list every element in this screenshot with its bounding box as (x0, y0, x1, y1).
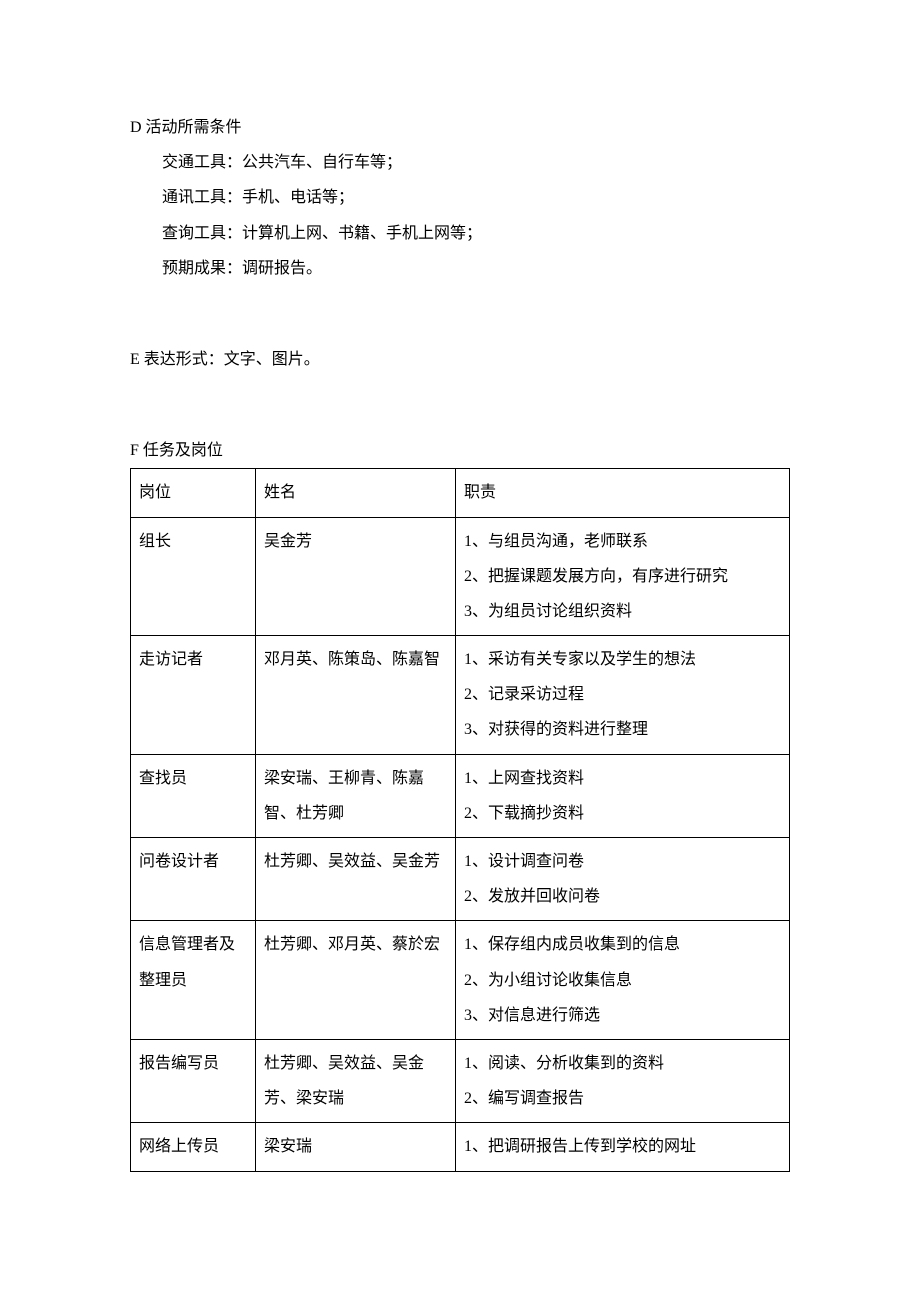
table-row: 走访记者 邓月英、陈策岛、陈嘉智 1、采访有关专家以及学生的想法2、记录采访过程… (131, 636, 790, 755)
document-page: D 活动所需条件 交通工具：公共汽车、自行车等； 通讯工具：手机、电话等； 查询… (0, 0, 920, 1302)
cell-names: 梁安瑞 (256, 1123, 456, 1171)
spacer (130, 314, 790, 342)
cell-names: 杜芳卿、邓月英、蔡於宏 (256, 921, 456, 1040)
table-header-row: 岗位 姓名 职责 (131, 469, 790, 517)
table-row: 组长 吴金芳 1、与组员沟通，老师联系2、把握课题发展方向，有序进行研究3、为组… (131, 517, 790, 636)
table-row: 问卷设计者 杜芳卿、吴效益、吴金芳 1、设计调查问卷2、发放并回收问卷 (131, 838, 790, 921)
section-d-item-1: 通讯工具：手机、电话等； (130, 180, 790, 215)
table-row: 信息管理者及整理员 杜芳卿、邓月英、蔡於宏 1、保存组内成员收集到的信息2、为小… (131, 921, 790, 1040)
cell-position: 组长 (131, 517, 256, 636)
section-d-title: D 活动所需条件 (130, 110, 790, 145)
cell-names: 梁安瑞、王柳青、陈嘉智、杜芳卿 (256, 754, 456, 837)
cell-position: 网络上传员 (131, 1123, 256, 1171)
cell-position: 查找员 (131, 754, 256, 837)
section-d-item-0: 交通工具：公共汽车、自行车等； (130, 145, 790, 180)
cell-duties: 1、采访有关专家以及学生的想法2、记录采访过程3、对获得的资料进行整理 (456, 636, 790, 755)
section-d: D 活动所需条件 交通工具：公共汽车、自行车等； 通讯工具：手机、电话等； 查询… (130, 110, 790, 286)
cell-duties: 1、阅读、分析收集到的资料2、编写调查报告 (456, 1039, 790, 1122)
cell-names: 杜芳卿、吴效益、吴金芳、梁安瑞 (256, 1039, 456, 1122)
table-row: 报告编写员 杜芳卿、吴效益、吴金芳、梁安瑞 1、阅读、分析收集到的资料2、编写调… (131, 1039, 790, 1122)
header-duty: 职责 (456, 469, 790, 517)
roles-table: 岗位 姓名 职责 组长 吴金芳 1、与组员沟通，老师联系2、把握课题发展方向，有… (130, 468, 790, 1171)
section-e: E 表达形式：文字、图片。 (130, 342, 790, 377)
section-e-title: E 表达形式：文字、图片。 (130, 342, 790, 377)
table-row: 查找员 梁安瑞、王柳青、陈嘉智、杜芳卿 1、上网查找资料2、下载摘抄资料 (131, 754, 790, 837)
section-f-title: F 任务及岗位 (130, 433, 790, 468)
header-name: 姓名 (256, 469, 456, 517)
cell-names: 邓月英、陈策岛、陈嘉智 (256, 636, 456, 755)
cell-position: 信息管理者及整理员 (131, 921, 256, 1040)
cell-names: 吴金芳 (256, 517, 456, 636)
cell-position: 走访记者 (131, 636, 256, 755)
cell-duties: 1、上网查找资料2、下载摘抄资料 (456, 754, 790, 837)
cell-position: 报告编写员 (131, 1039, 256, 1122)
cell-duties: 1、保存组内成员收集到的信息2、为小组讨论收集信息3、对信息进行筛选 (456, 921, 790, 1040)
cell-duties: 1、设计调查问卷2、发放并回收问卷 (456, 838, 790, 921)
cell-duties: 1、把调研报告上传到学校的网址 (456, 1123, 790, 1171)
section-d-item-3: 预期成果：调研报告。 (130, 251, 790, 286)
header-position: 岗位 (131, 469, 256, 517)
table-row: 网络上传员 梁安瑞 1、把调研报告上传到学校的网址 (131, 1123, 790, 1171)
spacer (130, 405, 790, 433)
section-d-item-2: 查询工具：计算机上网、书籍、手机上网等； (130, 216, 790, 251)
cell-duties: 1、与组员沟通，老师联系2、把握课题发展方向，有序进行研究3、为组员讨论组织资料 (456, 517, 790, 636)
cell-position: 问卷设计者 (131, 838, 256, 921)
cell-names: 杜芳卿、吴效益、吴金芳 (256, 838, 456, 921)
section-f: F 任务及岗位 岗位 姓名 职责 组长 吴金芳 1、与组员沟通，老师联系2、把握… (130, 433, 790, 1171)
roles-table-body: 岗位 姓名 职责 组长 吴金芳 1、与组员沟通，老师联系2、把握课题发展方向，有… (131, 469, 790, 1171)
